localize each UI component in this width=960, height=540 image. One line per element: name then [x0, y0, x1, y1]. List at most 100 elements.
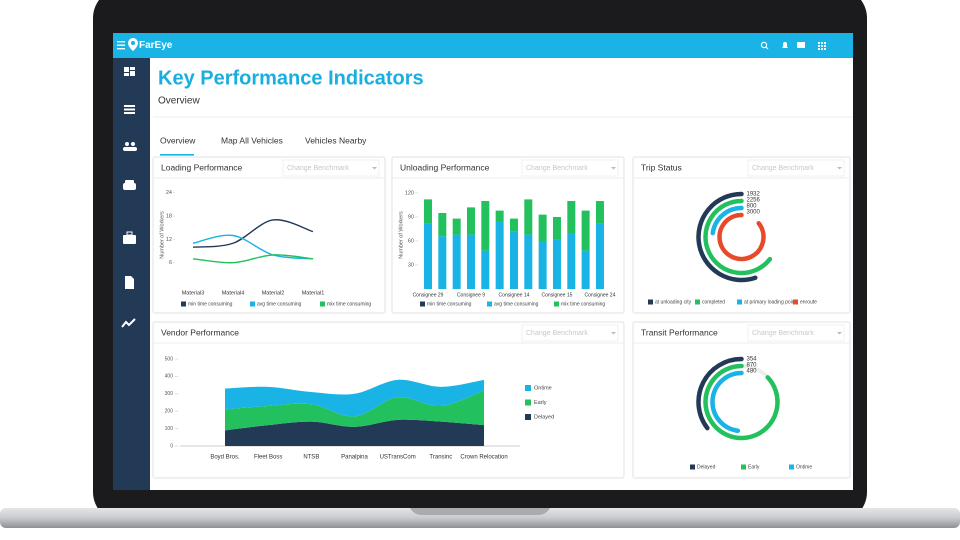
radial-bar [703, 363, 780, 441]
y-tick-label: 12 [166, 237, 172, 243]
mail-button[interactable] [797, 42, 805, 48]
bar-segment [438, 213, 447, 237]
legend-label: Delayed [697, 464, 716, 470]
bar-segment [466, 234, 475, 289]
nav-dashboard[interactable] [124, 67, 135, 76]
panel [152, 156, 386, 314]
dropdown-caret [611, 167, 616, 170]
legend-label: avg time consuming [257, 301, 302, 307]
bar-segment [595, 201, 604, 224]
nav-documents[interactable] [125, 276, 134, 289]
panel-title: Trip Status [641, 162, 682, 172]
x-tick-label: Panalpina [341, 455, 368, 461]
area-series [225, 419, 484, 446]
legend-label: min time consuming [427, 301, 472, 307]
nav-vehicles[interactable] [123, 180, 136, 190]
laptop-base [0, 508, 960, 528]
legend-label: Early [748, 464, 760, 470]
x-tick-label: Material1 [302, 290, 325, 296]
legend-swatch [741, 464, 746, 470]
nav-list[interactable] [124, 105, 135, 114]
y-tick-label: 400 [165, 374, 174, 380]
benchmark-dropdown[interactable] [521, 324, 619, 342]
y-tick-label: 30 [408, 262, 414, 268]
laptop-notch [410, 508, 550, 515]
y-tick-label: 200 [165, 409, 174, 415]
radial-bar [703, 198, 773, 276]
page-title: Key Performance Indicators [158, 67, 424, 89]
y-tick-label: 6 [169, 260, 172, 266]
benchmark-dropdown[interactable] [282, 159, 380, 177]
legend-swatch [695, 299, 700, 305]
benchmark-dropdown[interactable] [521, 159, 619, 177]
tab[interactable]: Map All Vehicles [221, 135, 283, 145]
legend-swatch [525, 385, 531, 391]
bar-segment [509, 231, 518, 289]
bar-segment [509, 218, 518, 232]
y-tick-label: 120 [405, 190, 414, 196]
panel-title: Loading Performance [161, 162, 243, 172]
legend-swatch [793, 299, 798, 305]
tab[interactable]: Vehicles Nearby [305, 135, 367, 145]
benchmark-placeholder: Change Benchmark [287, 165, 349, 172]
radial-bar [696, 356, 744, 431]
bar-segment [524, 199, 533, 235]
bar-segment [538, 214, 547, 241]
legend-label: Delayed [534, 414, 554, 420]
legend-label: Ontime [534, 385, 552, 391]
benchmark-placeholder: Change Benchmark [526, 330, 588, 337]
legend-label: at unloading city [655, 299, 692, 305]
benchmark-dropdown[interactable] [747, 159, 845, 177]
panel [632, 156, 851, 314]
bar-segment [524, 234, 533, 289]
y-tick-label: 60 [408, 238, 414, 244]
y-tick-label: 0 [170, 443, 173, 449]
panel [632, 321, 851, 479]
legend-swatch [789, 464, 794, 470]
menu-button[interactable] [117, 41, 125, 50]
panel [391, 156, 625, 314]
legend-label: mix time consuming [327, 301, 371, 307]
legend-label: mix time consuming [561, 301, 605, 307]
bar-segment [481, 201, 490, 251]
legend-swatch [487, 301, 492, 307]
bar-segment [495, 210, 504, 221]
panel-title: Transit Performance [641, 327, 718, 337]
value-label: 480 [747, 369, 758, 375]
legend-swatch [648, 299, 653, 305]
tab[interactable]: Overview [160, 135, 196, 145]
legend-label: Early [534, 400, 547, 406]
bar-segment [595, 223, 604, 289]
nav-jobs[interactable] [123, 231, 136, 244]
dropdown-caret [372, 167, 377, 170]
nav-analytics[interactable] [121, 318, 136, 328]
bar-segment [466, 207, 475, 235]
value-label: 800 [747, 204, 758, 210]
x-tick-label: Transinc [429, 455, 452, 461]
bar-segment [567, 233, 576, 289]
logo: FarEye [139, 40, 173, 51]
apps-button[interactable] [818, 42, 826, 50]
legend-label: avg time consuming [494, 301, 539, 307]
sidebar [113, 58, 150, 490]
bar-segment [495, 221, 504, 289]
notifications-button[interactable] [782, 42, 788, 48]
legend-label: completed [702, 299, 725, 305]
bar-segment [424, 223, 432, 289]
x-tick-label: USTransCom [380, 455, 416, 461]
nav-users[interactable] [123, 142, 137, 151]
dropdown-caret [837, 332, 842, 335]
y-tick-label: 90 [408, 214, 414, 220]
legend-swatch [690, 464, 695, 470]
legend-label: enroute [800, 299, 817, 305]
value-label: 3000 [747, 210, 761, 216]
search-button[interactable] [760, 41, 769, 50]
page-subtitle: Overview [158, 96, 200, 107]
legend-label: Ontime [796, 464, 812, 470]
bar-segment [552, 239, 561, 289]
x-tick-label: Boyd Bros. [210, 455, 240, 461]
y-tick-label: 100 [165, 426, 174, 432]
benchmark-dropdown[interactable] [747, 324, 845, 342]
legend-swatch [320, 301, 325, 307]
